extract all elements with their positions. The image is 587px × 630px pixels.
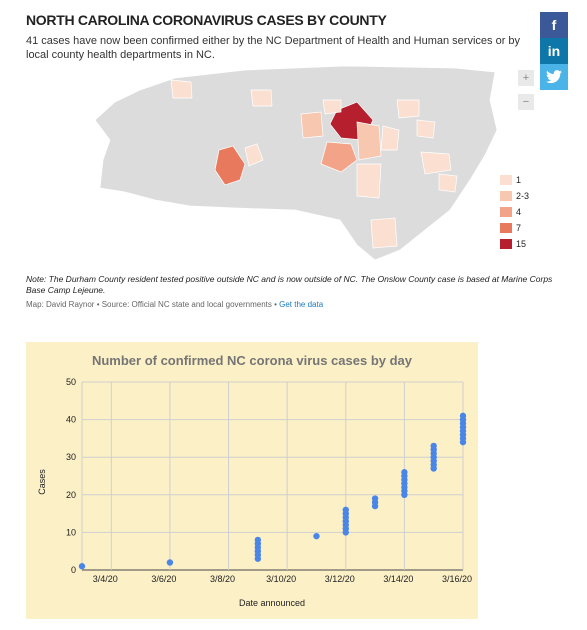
legend-item: 15 [500, 236, 529, 252]
map-legend: 1 2-3 4 7 15 [500, 172, 529, 252]
county-onslow [420, 151, 452, 175]
legend-item: 7 [500, 220, 529, 236]
data-point [166, 559, 174, 566]
x-tick-label: 3/8/20 [210, 574, 235, 584]
county-johnston [356, 121, 382, 161]
zoom-out-button[interactable]: − [518, 94, 534, 110]
facebook-icon[interactable]: f [540, 12, 568, 38]
get-data-link[interactable]: Get the data [279, 300, 324, 309]
nc-county-map [95, 65, 498, 261]
county-brunswick [370, 217, 398, 249]
x-tick-label: 3/16/20 [442, 574, 472, 584]
y-tick-label: 30 [66, 452, 76, 462]
legend-item: 4 [500, 204, 529, 220]
credit-text: Map: David Raynor • Source: Official NC … [26, 300, 280, 309]
cases-by-day-chart: Number of confirmed NC corona virus case… [37, 353, 472, 608]
legend-swatch [500, 175, 512, 185]
county-watauga [170, 79, 193, 99]
county-harnett [320, 141, 358, 173]
zoom-in-button[interactable]: + [518, 70, 534, 86]
x-tick-label: 3/4/20 [93, 574, 118, 584]
linkedin-icon[interactable]: in [540, 38, 568, 64]
legend-item: 2-3 [500, 188, 529, 204]
legend-label: 4 [516, 207, 522, 217]
data-points [78, 412, 467, 570]
data-point [254, 536, 262, 544]
county-pitt [416, 119, 436, 139]
data-point [78, 563, 86, 570]
legend-swatch [500, 239, 512, 249]
data-point [401, 469, 408, 476]
twitter-icon[interactable] [540, 64, 568, 90]
map-note: Note: The Durham County resident tested … [26, 274, 553, 295]
legend-label: 15 [516, 239, 527, 249]
y-tick-label: 20 [66, 490, 76, 500]
nc-state-base [95, 65, 498, 261]
data-point [430, 442, 437, 450]
data-point [459, 412, 467, 420]
county-guilford [396, 99, 420, 119]
x-axis-ticks: 3/4/20 3/6/20 3/8/20 3/10/20 3/12/20 3/14/20 3… [93, 574, 472, 584]
county-alamance [300, 111, 324, 139]
county-cabarrus [244, 143, 264, 167]
x-tick-label: 3/14/20 [383, 574, 413, 584]
map-credit: Map: David Raynor • Source: Official NC … [26, 300, 323, 309]
data-point [371, 495, 379, 502]
y-tick-label: 0 [71, 565, 76, 575]
legend-item: 1 [500, 172, 529, 188]
legend-label: 7 [516, 223, 522, 233]
page-title: NORTH CAROLINA CORONAVIRUS CASES BY COUN… [26, 12, 387, 28]
y-tick-label: 50 [66, 377, 76, 387]
county-durham [322, 99, 342, 115]
legend-swatch [500, 191, 512, 201]
y-axis-ticks: 0 10 20 30 40 50 [66, 377, 76, 575]
county-wilson [380, 125, 400, 151]
y-axis-label: Cases [37, 469, 47, 495]
county-mecklenburg [214, 145, 246, 186]
legend-label: 1 [516, 175, 522, 185]
legend-swatch [500, 207, 512, 217]
data-point [313, 532, 320, 540]
x-tick-label: 3/6/20 [151, 574, 176, 584]
county-forsyth [250, 89, 273, 107]
y-tick-label: 40 [66, 415, 76, 425]
chart-title: Number of confirmed NC corona virus case… [92, 353, 413, 368]
chart-panel: Number of confirmed NC corona virus case… [26, 342, 478, 619]
x-axis-label: Date announced [239, 598, 305, 608]
x-tick-label: 3/10/20 [266, 574, 296, 584]
page-subtitle: 41 cases have now been confirmed either … [26, 35, 521, 61]
y-tick-label: 10 [66, 527, 76, 537]
county-craven [438, 173, 458, 193]
map-zoom-controls: + − [518, 70, 534, 118]
x-tick-label: 3/12/20 [325, 574, 355, 584]
legend-swatch [500, 223, 512, 233]
legend-label: 2-3 [516, 191, 530, 201]
county-cumberland [356, 163, 382, 199]
social-share: f in [540, 12, 568, 90]
data-point [342, 506, 349, 514]
